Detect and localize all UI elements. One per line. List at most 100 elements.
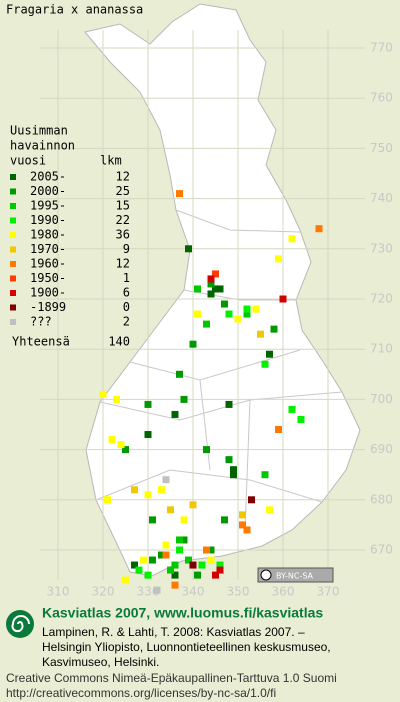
x-tick-label: 310 (47, 585, 70, 599)
legend-label: 1900- (30, 286, 66, 300)
observation-square (212, 571, 219, 579)
legend-header: Uusimman (10, 124, 68, 138)
observation-square (288, 235, 296, 243)
legend-label: ??? (30, 315, 52, 329)
observation-square (234, 315, 242, 323)
observation-square (252, 305, 260, 313)
observation-square (203, 446, 210, 454)
observation-square (207, 280, 215, 288)
observation-square (288, 405, 296, 413)
legend-label: 1990- (30, 213, 66, 227)
observation-square (153, 586, 161, 594)
observation-square (230, 466, 237, 474)
observation-square (162, 541, 170, 549)
legend-swatch (10, 261, 16, 267)
observation-square (144, 431, 152, 439)
observation-square (261, 360, 269, 368)
y-tick-label: 760 (370, 91, 393, 105)
total-label: Yhteensä (12, 335, 70, 349)
logo (6, 610, 34, 638)
observation-square (185, 245, 192, 253)
observation-square (225, 310, 233, 318)
observation-square (266, 506, 273, 514)
legend-label: 1950- (30, 271, 66, 285)
legend-swatch (10, 319, 16, 325)
observation-square (239, 511, 246, 519)
legend-count: 25 (116, 184, 130, 198)
x-tick-label: 370 (317, 585, 340, 599)
observation-square (185, 556, 192, 564)
observation-square (207, 546, 215, 554)
observation-square (279, 295, 287, 303)
cc-icon (260, 569, 272, 581)
observation-square (158, 486, 165, 494)
logo-disc (6, 610, 34, 638)
observation-square (176, 190, 183, 198)
observation-square (176, 546, 183, 554)
license: Creative Commons Nimeä-Epäkaupallinen-Ta… (6, 671, 337, 685)
observation-square (230, 471, 237, 479)
observation-square (216, 285, 224, 293)
observation-square (261, 471, 269, 479)
legend-label: -1899 (30, 300, 66, 314)
total-count: 140 (108, 335, 130, 349)
observation-square (212, 285, 219, 293)
observation-square (140, 556, 147, 564)
observation-square (221, 516, 228, 524)
observation-square (194, 310, 201, 318)
province-borders (95, 209, 343, 531)
observation-square (176, 370, 183, 378)
observation-square (275, 426, 282, 434)
y-tick-label: 680 (370, 492, 393, 506)
observation-square (167, 566, 174, 574)
legend-label: 2000- (30, 184, 66, 198)
x-tick-label: 350 (227, 585, 250, 599)
legend-count: 2 (123, 315, 130, 329)
observation-square (108, 436, 116, 444)
observation-square (243, 526, 251, 534)
observation-square (248, 496, 255, 504)
logo-swirl (11, 615, 30, 633)
observation-square (144, 400, 152, 408)
legend-count: 22 (116, 213, 130, 227)
observation-square (203, 546, 210, 554)
observation-square (216, 561, 224, 569)
observation-square (207, 275, 215, 283)
observation-square (203, 320, 210, 328)
license: http://creativecommons.org/licenses/by-n… (6, 686, 276, 700)
observation-square (189, 501, 197, 509)
observation-square (194, 285, 201, 293)
legend-count: 12 (116, 170, 130, 184)
observation-square (207, 290, 215, 298)
observation-square (270, 325, 278, 333)
brand: Kasviatlas 2007, www.luomus.fi/kasviatla… (42, 605, 323, 621)
observation-square (198, 561, 206, 569)
observation-square (162, 476, 170, 484)
observation-square (180, 536, 188, 544)
observation-square (176, 536, 183, 544)
observation-square (144, 571, 152, 579)
observation-square (171, 581, 179, 589)
observation-square (122, 576, 129, 584)
x-tick-label: 340 (182, 585, 205, 599)
legend-header: havainnon (10, 139, 75, 153)
legend-swatch (10, 304, 16, 311)
legend-count: 15 (116, 199, 130, 213)
observation-square (239, 521, 246, 529)
citation: Lampinen, R. & Lahti, T. 2008: Kasviatla… (42, 625, 305, 639)
y-tick-label: 750 (370, 141, 393, 155)
x-tick-label: 360 (272, 585, 295, 599)
observation-square (99, 390, 107, 398)
legend-swatch (10, 174, 16, 180)
observation-square (216, 566, 224, 574)
observation-square (212, 270, 219, 278)
observation-square (297, 415, 305, 423)
cc-badge: BY-NC-SA (257, 567, 334, 583)
x-tick-label: 320 (92, 585, 115, 599)
legend-label: 2005- (30, 170, 66, 184)
legend-swatch (10, 188, 16, 195)
observation-square (113, 395, 120, 403)
observation-square (315, 225, 323, 233)
citation: Helsingin Yliopisto, Luonnontieteellinen… (42, 640, 331, 654)
